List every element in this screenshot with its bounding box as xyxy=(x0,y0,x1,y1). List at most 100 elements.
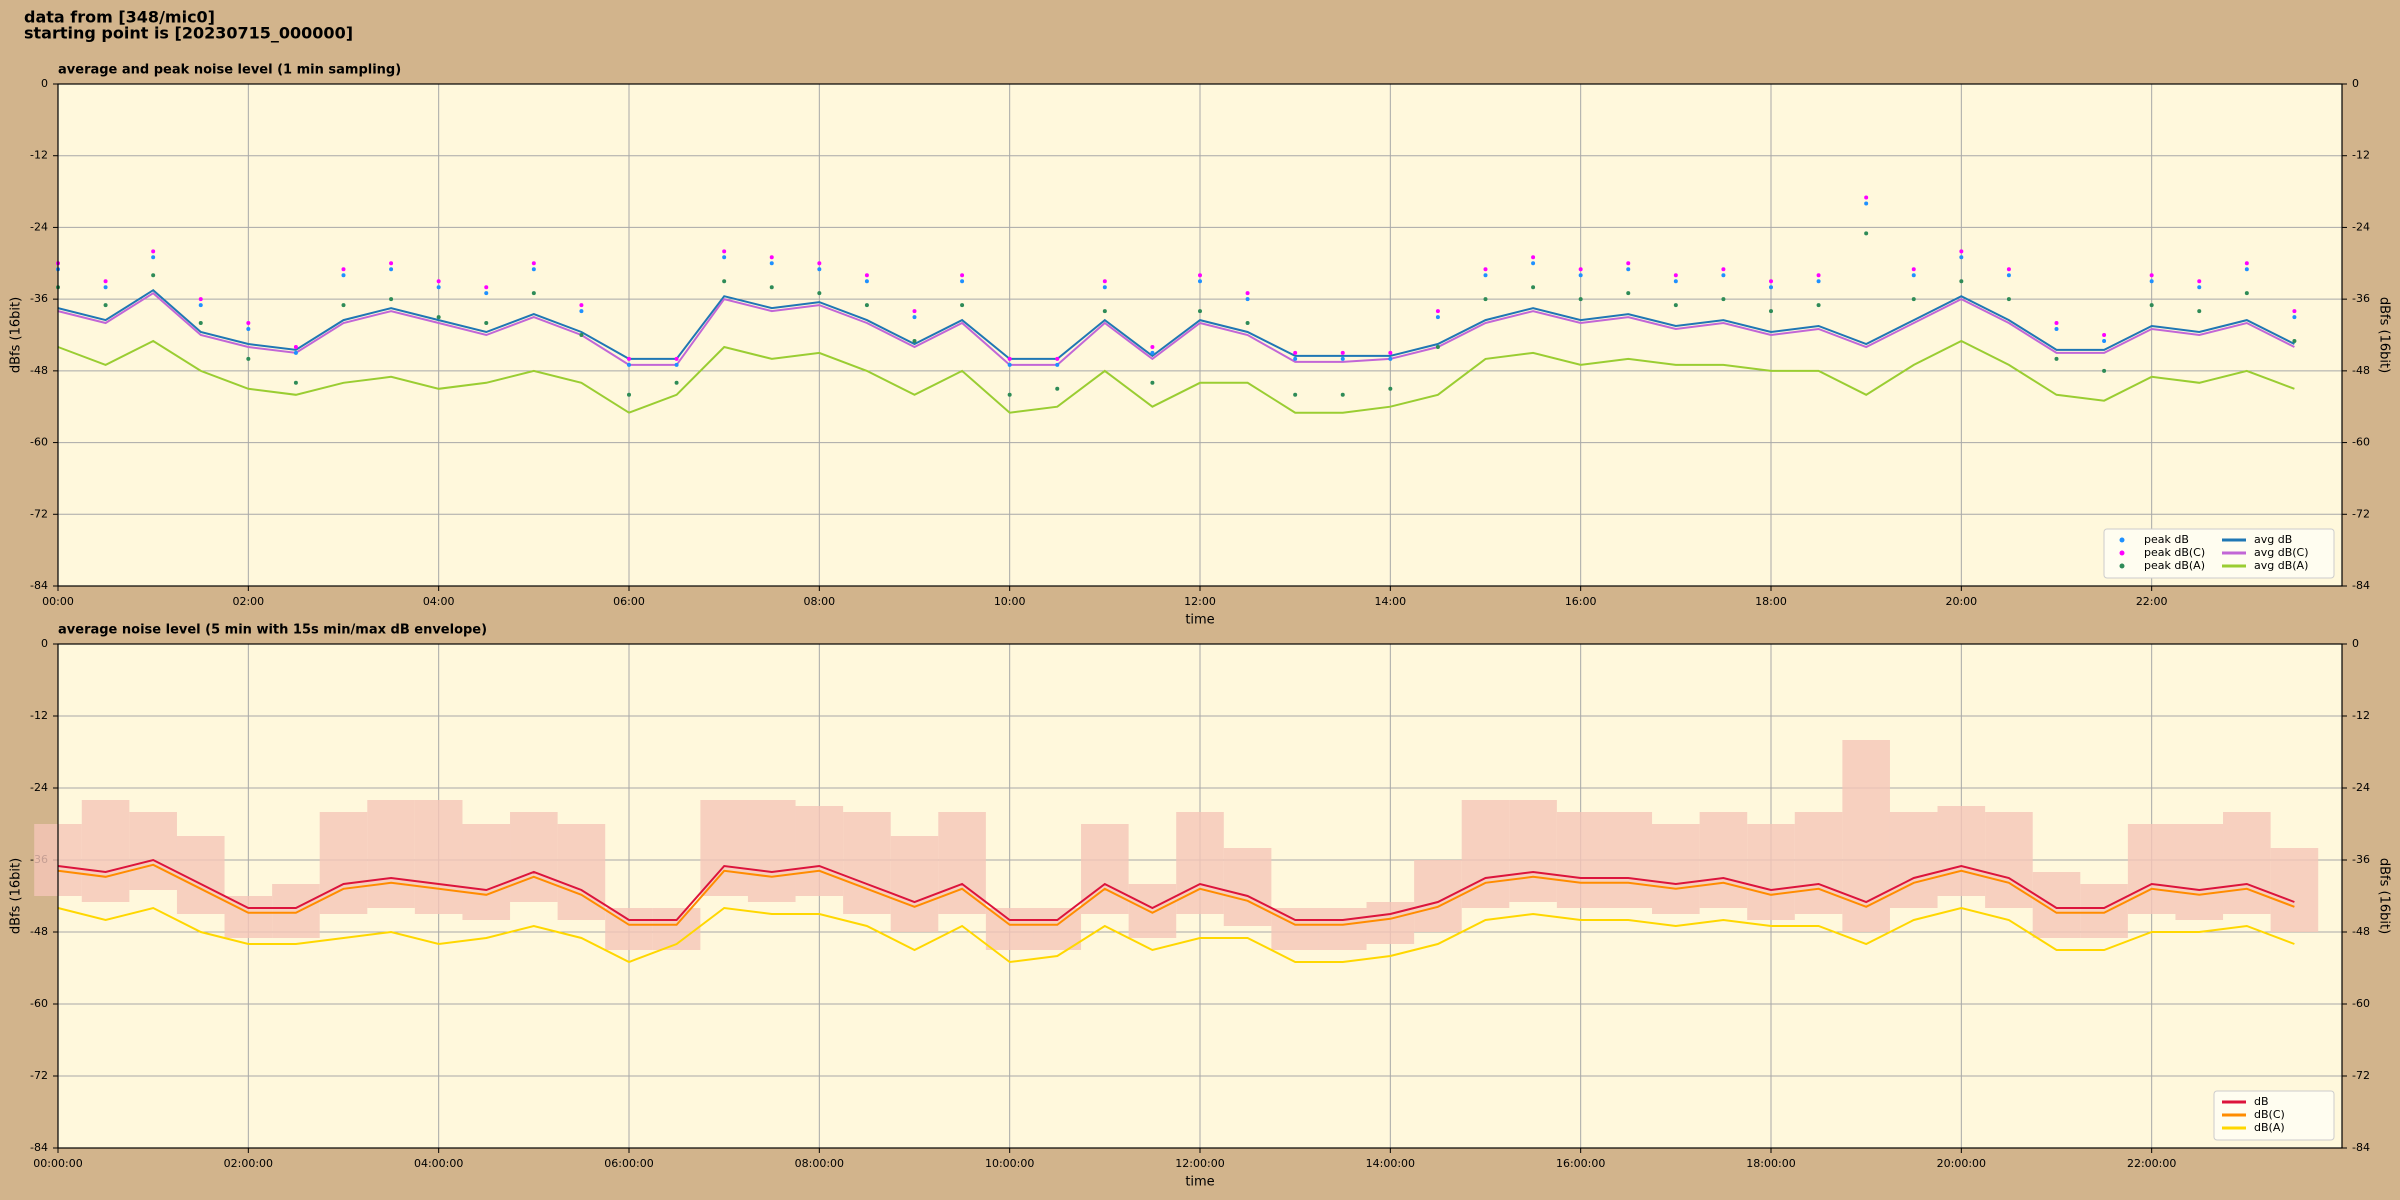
y2-tick-label: -60 xyxy=(2352,997,2370,1010)
peak-point xyxy=(198,321,203,326)
peak-point xyxy=(1102,285,1107,290)
peak-point xyxy=(2149,303,2154,308)
peak-point xyxy=(2197,279,2202,284)
envelope-band xyxy=(510,812,558,902)
peak-point xyxy=(1578,267,1583,272)
x-tick-label: 02:00 xyxy=(232,595,264,608)
peak-point xyxy=(1150,350,1155,355)
peak-point xyxy=(246,356,251,361)
peak-point xyxy=(2292,315,2297,320)
y-tick-label: -84 xyxy=(30,1141,48,1154)
peak-point xyxy=(246,321,251,326)
x-tick-label: 00:00:00 xyxy=(33,1157,82,1170)
legend-marker xyxy=(2119,563,2125,569)
x-tick-label: 20:00:00 xyxy=(1937,1157,1986,1170)
peak-point xyxy=(293,344,298,349)
plot-frame xyxy=(57,643,2343,1149)
peak-point xyxy=(627,356,631,361)
peak-point xyxy=(1340,356,1345,361)
peak-point xyxy=(484,321,489,326)
peak-point xyxy=(484,291,489,296)
peak-point xyxy=(1435,344,1440,349)
y2-tick-label: -12 xyxy=(2352,149,2370,162)
peak-point xyxy=(769,261,774,266)
peak-point xyxy=(1435,315,1440,320)
peak-point xyxy=(1055,362,1060,367)
envelope-band xyxy=(1556,812,1605,908)
peak-point xyxy=(1245,297,1250,302)
peak-point xyxy=(2006,267,2011,272)
peak-point xyxy=(864,273,869,278)
peak-point xyxy=(436,285,441,290)
envelope-band xyxy=(1842,740,1890,932)
peak-point xyxy=(198,297,203,302)
peak-point xyxy=(103,303,108,308)
x-tick-label: 08:00:00 xyxy=(795,1157,844,1170)
peak-point xyxy=(817,261,822,266)
peak-point xyxy=(1531,261,1536,266)
envelope-band xyxy=(414,800,463,914)
peak-point xyxy=(389,261,394,266)
peak-point xyxy=(1245,321,1250,326)
envelope-band xyxy=(2032,872,2081,938)
peak-point xyxy=(1911,297,1916,302)
peak-point xyxy=(1007,362,1012,367)
envelope-band xyxy=(938,812,986,914)
peak-point xyxy=(2102,368,2107,373)
x-tick-label: 14:00 xyxy=(1374,595,1406,608)
y-tick-label: 0 xyxy=(41,637,48,650)
peak-point xyxy=(2244,267,2249,272)
envelope-band xyxy=(2270,848,2319,932)
x-tick-label: 20:00 xyxy=(1945,595,1977,608)
y2-tick-label: -24 xyxy=(2352,781,2370,794)
envelope-band xyxy=(272,884,320,938)
peak-point xyxy=(1911,267,1916,272)
peak-point xyxy=(1483,267,1488,272)
envelope-band xyxy=(2223,812,2271,914)
y2-tick-label: -12 xyxy=(2352,709,2370,722)
y-tick-label: -48 xyxy=(30,364,48,377)
peak-point xyxy=(2292,309,2297,314)
peak-point xyxy=(579,303,584,308)
x-tick-label: 22:00 xyxy=(2136,595,2168,608)
envelope-band xyxy=(1652,824,1700,914)
envelope-band xyxy=(1699,812,1748,908)
legend-marker xyxy=(2119,537,2125,543)
series-line xyxy=(57,291,2295,366)
envelope-band xyxy=(890,836,939,932)
envelope-band xyxy=(129,812,177,890)
chart-title: average noise level (5 min with 15s min/… xyxy=(58,623,487,638)
peak-point xyxy=(1198,309,1202,314)
peak-point xyxy=(2006,273,2011,278)
peak-point xyxy=(960,273,965,278)
chart-title: average and peak noise level (1 min samp… xyxy=(58,63,401,78)
y2-tick-label: -36 xyxy=(2352,853,2370,866)
peak-point xyxy=(1198,273,1202,278)
x-tick-label: 10:00:00 xyxy=(985,1157,1034,1170)
peak-point xyxy=(1626,267,1631,272)
y2-tick-label: -72 xyxy=(2352,1069,2370,1082)
peak-point xyxy=(2197,309,2202,314)
y-tick-label: -12 xyxy=(30,709,48,722)
x-tick-label: 06:00:00 xyxy=(604,1157,653,1170)
peak-point xyxy=(341,273,346,278)
series-line xyxy=(57,906,2295,964)
peak-point xyxy=(722,255,727,260)
peak-point xyxy=(436,315,441,320)
peak-point xyxy=(864,279,869,284)
y2-tick-label: -48 xyxy=(2352,925,2370,938)
envelope-band xyxy=(1937,806,1986,896)
peak-point xyxy=(2149,279,2154,284)
x-tick-label: 22:00:00 xyxy=(2127,1157,2176,1170)
legend-label: peak dB(A) xyxy=(2144,559,2205,572)
legend-marker xyxy=(2119,550,2125,556)
peak-point xyxy=(1150,344,1155,349)
peak-point xyxy=(1721,297,1726,302)
envelope-band xyxy=(1414,860,1462,932)
y2-tick-label: -24 xyxy=(2352,220,2370,233)
peak-point xyxy=(1959,249,1964,254)
y2-tick-label: -60 xyxy=(2352,436,2370,449)
y-tick-label: -72 xyxy=(30,507,48,520)
peak-point xyxy=(912,315,917,320)
peak-point xyxy=(674,356,679,361)
